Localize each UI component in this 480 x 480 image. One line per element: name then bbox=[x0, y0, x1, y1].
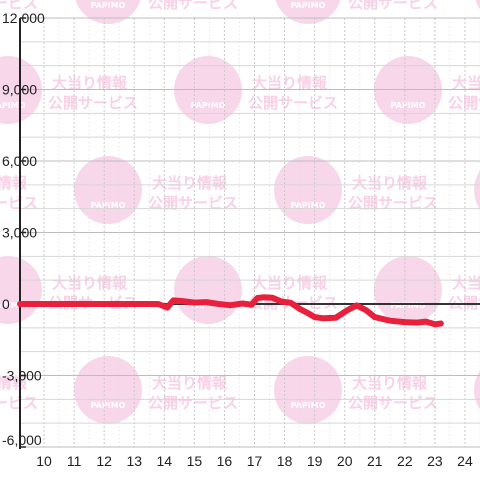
watermark-line2: 公開サービス bbox=[348, 194, 438, 212]
tick-labels: 12,000 9,000 6,000 3,000 0 -3,000 -6,000 10 11 12… bbox=[2, 10, 473, 469]
watermark-line2: 公開サービス bbox=[0, 0, 38, 12]
watermark-logo-text: PAPIMO bbox=[0, 301, 26, 310]
watermark-logo-text: PAPIMO bbox=[291, 401, 326, 410]
watermark-line1: 大当り情報 bbox=[152, 174, 228, 192]
x-tick-label: 15 bbox=[187, 453, 203, 469]
watermark-line1: 大当り情報 bbox=[0, 374, 28, 392]
x-tick-label: 16 bbox=[217, 453, 233, 469]
y-tick-label: 9,000 bbox=[2, 82, 37, 98]
y-tick-label: 6,000 bbox=[2, 153, 37, 169]
watermark-circle bbox=[475, 0, 480, 10]
x-tick-label: 21 bbox=[367, 453, 383, 469]
watermark-line1: 大当り情報 bbox=[52, 74, 128, 92]
watermark-line2: 公開サービス bbox=[148, 194, 238, 212]
watermark-circle bbox=[374, 256, 442, 324]
watermark-circle bbox=[174, 256, 242, 324]
x-tick-label: 24 bbox=[457, 453, 473, 469]
watermark-circle bbox=[274, 156, 342, 224]
x-tick-label: 19 bbox=[307, 453, 323, 469]
watermark-line2: 公開サービス bbox=[348, 394, 438, 412]
grid-lines bbox=[20, 17, 480, 448]
watermark-logo-text: PAPIMO bbox=[91, 1, 126, 10]
x-tick-label: 12 bbox=[96, 453, 112, 469]
y-tick-label: -6,000 bbox=[2, 432, 42, 448]
watermark-logo-text: PAPIMO bbox=[391, 101, 426, 110]
watermark-line2: 公開サービス bbox=[448, 94, 480, 112]
watermark-logo-text: PAPIMO bbox=[291, 1, 326, 10]
watermark-circle bbox=[474, 370, 480, 410]
watermark-circle bbox=[74, 356, 142, 424]
watermark-logo-text: PAPIMO bbox=[91, 201, 126, 210]
watermark-circle bbox=[274, 356, 342, 424]
watermark-line2: 公開サービス bbox=[48, 94, 138, 112]
y-tick-label: 3,000 bbox=[2, 225, 37, 241]
watermark-logo-text: PAPIMO bbox=[191, 101, 226, 110]
watermark-line1: 大当り情報 bbox=[252, 74, 328, 92]
watermark-logo-text: PAPIMO bbox=[0, 101, 26, 110]
x-tick-label: 17 bbox=[247, 453, 263, 469]
watermark-logo-text: PAPIMO bbox=[191, 301, 226, 310]
watermark-line1: 大当り情報 bbox=[0, 174, 28, 192]
y-tick-label: -3,000 bbox=[2, 368, 42, 384]
watermark-circle bbox=[74, 156, 142, 224]
x-tick-label: 22 bbox=[397, 453, 413, 469]
watermark-line2: 公開サービス bbox=[148, 394, 238, 412]
watermark-line1: 大当り情報 bbox=[452, 274, 480, 292]
watermark-logo-text: PAPIMO bbox=[391, 301, 426, 310]
watermark-line1: 大当り情報 bbox=[452, 74, 480, 92]
y-tick-label: 0 bbox=[2, 296, 10, 312]
watermark-line2: 公開サービス bbox=[348, 0, 438, 12]
series-layer bbox=[17, 294, 444, 328]
y-tick-label: 12,000 bbox=[2, 10, 45, 26]
watermark-line1: 大当り情報 bbox=[152, 374, 228, 392]
watermark-layer: PAPIMO大当り情報公開サービスPAPIMO大当り情報公開サービスPAPIMO… bbox=[0, 0, 480, 424]
watermark-line1: 大当り情報 bbox=[252, 274, 328, 292]
watermark-logo-text: PAPIMO bbox=[91, 401, 126, 410]
watermark-circle bbox=[474, 170, 480, 210]
watermark-line1: 大当り情報 bbox=[52, 274, 128, 292]
watermark-line2: 公開サービス bbox=[248, 94, 338, 112]
x-tick-label: 13 bbox=[126, 453, 142, 469]
watermark-logo-text: PAPIMO bbox=[291, 201, 326, 210]
x-tick-label: 14 bbox=[157, 453, 173, 469]
watermark-line2: 公開サービス bbox=[148, 0, 238, 12]
x-tick-label: 20 bbox=[337, 453, 353, 469]
x-tick-label: 11 bbox=[67, 453, 82, 469]
x-tick-label: 10 bbox=[36, 453, 52, 469]
x-tick-label: 23 bbox=[427, 453, 443, 469]
data-line bbox=[17, 294, 444, 328]
x-tick-label: 18 bbox=[277, 453, 293, 469]
